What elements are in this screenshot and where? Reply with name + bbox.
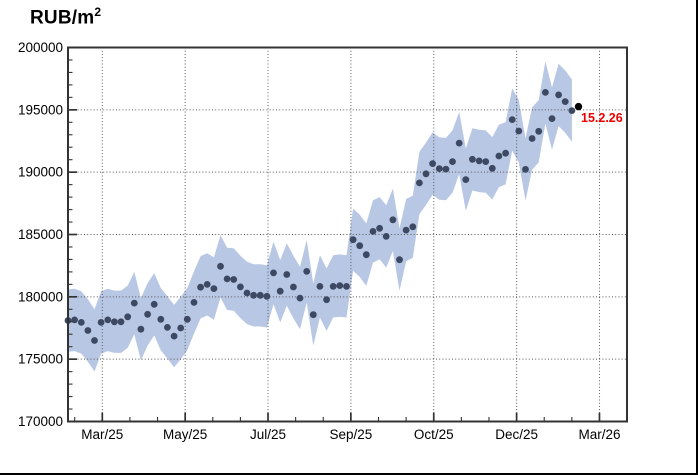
data-point	[237, 283, 244, 291]
data-point	[542, 89, 549, 96]
data-point	[117, 318, 125, 326]
data-point	[495, 152, 503, 160]
confidence-band	[68, 61, 572, 372]
data-point	[283, 271, 291, 278]
y-axis-label: 175000	[18, 352, 63, 367]
data-point	[362, 251, 370, 259]
data-point	[382, 233, 390, 240]
data-point	[376, 224, 383, 232]
data-point	[97, 319, 105, 326]
data-point	[217, 262, 224, 270]
chart-title: RUB/m2	[30, 5, 101, 29]
data-point	[164, 324, 171, 331]
data-point	[150, 300, 158, 308]
data-point	[442, 165, 450, 173]
data-point	[203, 281, 211, 288]
data-point	[170, 332, 178, 340]
data-point	[137, 325, 145, 333]
data-point	[449, 158, 456, 166]
data-point	[548, 115, 556, 122]
data-point	[276, 287, 284, 295]
data-point	[502, 149, 509, 157]
data-point	[296, 294, 304, 302]
data-point	[343, 283, 350, 290]
y-axis-label: 170000	[18, 414, 63, 429]
data-point	[535, 127, 543, 135]
data-point	[369, 228, 377, 235]
x-axis-label: May/25	[163, 427, 207, 442]
data-point	[223, 275, 231, 283]
data-point	[124, 313, 132, 321]
data-point	[349, 236, 357, 244]
data-point	[77, 319, 85, 326]
data-point	[84, 327, 92, 334]
data-point	[270, 269, 277, 277]
data-point	[482, 158, 490, 166]
data-point	[91, 337, 98, 344]
x-axis-label: Mar/26	[579, 427, 621, 442]
y-axis-label: 180000	[18, 289, 63, 304]
y-axis-label: 195000	[18, 102, 63, 117]
data-point	[515, 127, 523, 135]
x-axis-label: Mar/25	[81, 427, 123, 442]
chart-title-superscript: 2	[94, 5, 102, 19]
data-point	[528, 135, 536, 142]
latest-data-point	[574, 102, 583, 111]
data-point	[555, 91, 562, 99]
data-point	[111, 318, 118, 326]
data-point	[144, 310, 152, 318]
data-point	[462, 176, 470, 184]
y-axis-label: 185000	[18, 227, 63, 242]
x-axis-label: Oct/25	[414, 427, 454, 442]
x-axis-label: Jul/25	[250, 427, 286, 442]
data-point	[469, 155, 476, 163]
data-point	[396, 256, 403, 264]
data-point	[402, 226, 410, 234]
data-point	[416, 179, 423, 187]
data-point	[190, 299, 198, 306]
data-point	[323, 296, 330, 304]
data-point	[389, 216, 397, 224]
x-axis-label: Dec/25	[495, 427, 538, 442]
data-point	[409, 223, 417, 231]
y-axis-label: 200000	[18, 40, 63, 55]
data-point	[561, 98, 569, 105]
data-point	[568, 107, 576, 114]
last-date-label: 15.2.26	[581, 111, 623, 125]
data-point	[336, 282, 344, 289]
data-point	[435, 165, 443, 173]
data-point	[429, 160, 436, 168]
data-point	[210, 285, 218, 292]
data-point	[157, 315, 165, 323]
data-point	[250, 291, 257, 299]
data-point	[104, 316, 112, 324]
x-axis-label: Sep/25	[330, 427, 373, 442]
data-point	[488, 164, 496, 172]
data-point	[475, 157, 483, 165]
data-point	[290, 283, 297, 291]
data-point	[71, 316, 78, 324]
data-point	[263, 292, 271, 300]
data-point	[130, 299, 138, 307]
y-axis-label: 190000	[18, 165, 63, 180]
data-point	[316, 283, 324, 290]
data-point	[422, 170, 430, 178]
data-point	[183, 315, 191, 323]
data-point	[303, 268, 311, 275]
data-point	[455, 139, 463, 147]
data-point	[508, 116, 516, 123]
data-point	[356, 242, 364, 250]
data-point	[243, 289, 251, 297]
data-point	[177, 324, 185, 332]
data-point	[197, 283, 205, 291]
data-point	[522, 166, 529, 173]
data-point	[309, 311, 317, 319]
chart-title-text: RUB/m	[30, 7, 95, 29]
data-point	[329, 283, 337, 290]
data-point	[256, 291, 264, 299]
data-point	[230, 276, 238, 283]
